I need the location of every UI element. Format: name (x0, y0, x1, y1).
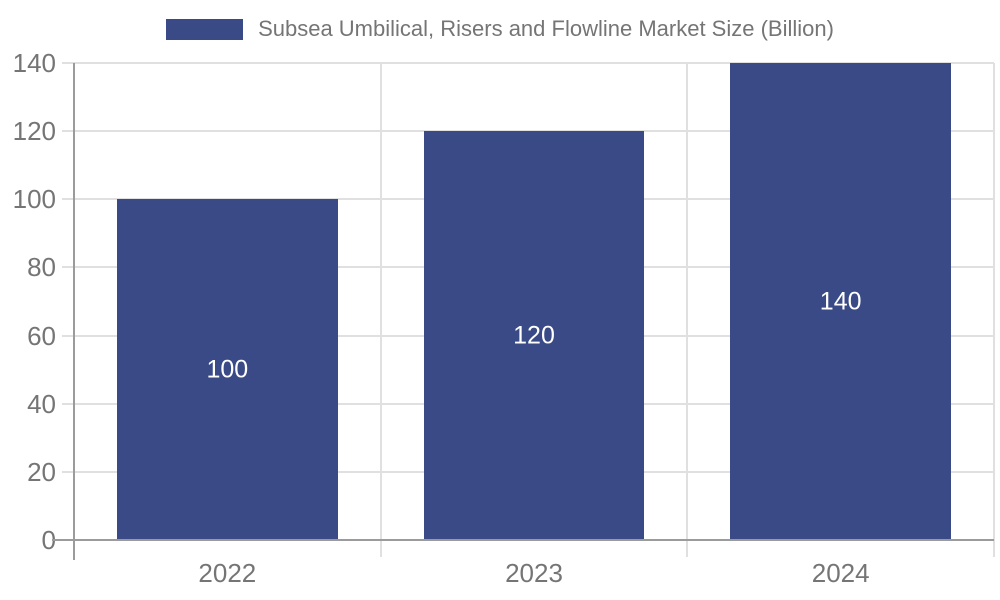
x-gridline (686, 63, 689, 557)
bar-2022[interactable] (116, 199, 338, 540)
x-gridline (993, 63, 995, 557)
bar-value-label: 140 (819, 287, 862, 315)
x-tick-label: 2022 (198, 558, 257, 588)
y-tick-label: 0 (41, 525, 56, 555)
x-gridline (379, 63, 382, 557)
bar-2024[interactable] (730, 63, 952, 540)
legend-label: Subsea Umbilical, Risers and Flowline Ma… (258, 16, 834, 41)
y-tick-label: 60 (27, 320, 56, 351)
y-tick-label: 100 (12, 184, 56, 215)
y-tick-label: 80 (27, 252, 56, 283)
y-tick-label: 40 (27, 388, 56, 419)
bar-value-label: 100 (206, 355, 249, 384)
x-tick-label: 2024 (811, 558, 870, 588)
chart-legend: Subsea Umbilical, Risers and Flowline Ma… (0, 16, 1000, 42)
y-tick-label: 20 (27, 456, 56, 487)
x-axis-line (52, 539, 994, 541)
y-tick-label: 120 (12, 116, 56, 147)
y-tick-label: 140 (12, 48, 56, 78)
x-tick-label: 2023 (505, 558, 563, 588)
y-gridline (62, 62, 994, 64)
y-axis-line (73, 63, 75, 560)
bar-value-label: 120 (513, 321, 555, 350)
bar-2023[interactable] (423, 131, 645, 540)
legend-swatch-icon (166, 18, 244, 40)
